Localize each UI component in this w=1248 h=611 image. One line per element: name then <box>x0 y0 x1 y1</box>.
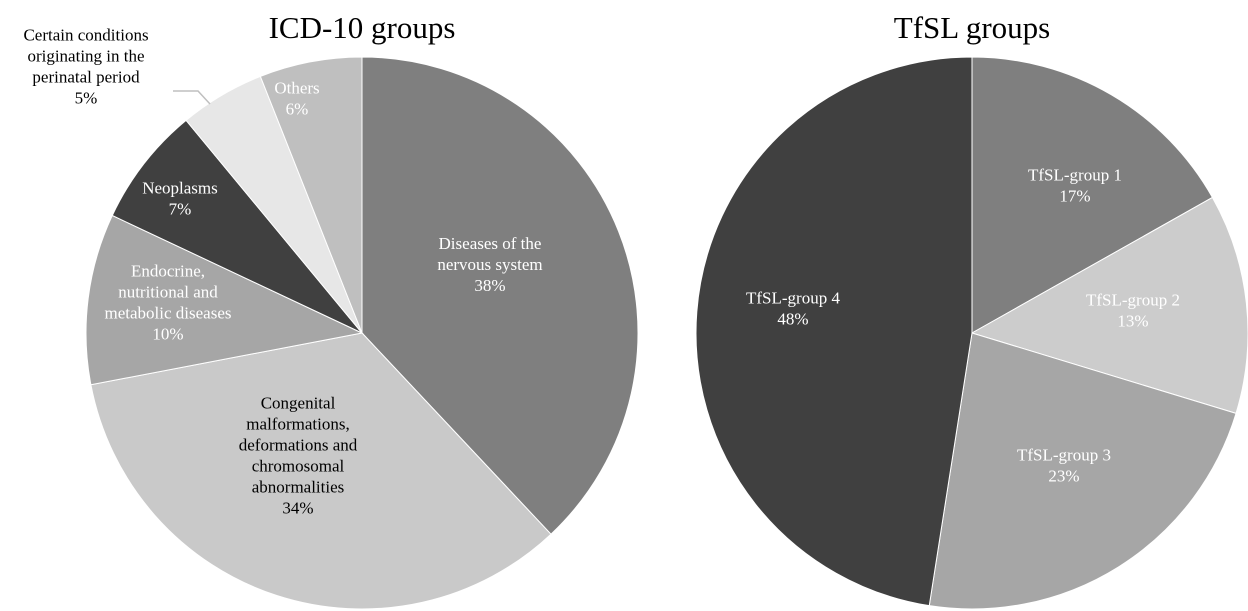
slice-name-line: Neoplasms <box>142 179 218 198</box>
slice-label-congenital-malformations-deformations-and-chromosomal-abnormalities: Congenital malformations, deformations and… <box>239 394 358 518</box>
slice-label-tfsl-group-4: TfSL-group 4 48% <box>746 289 840 329</box>
slice-percent: 48% <box>777 310 808 329</box>
pie-slice-tfsl-group-4 <box>695 56 973 607</box>
slice-label-others: Others 6% <box>274 79 319 119</box>
slice-percent: 17% <box>1059 187 1090 206</box>
slice-name-line: TfSL-group 4 <box>746 289 840 308</box>
slice-name-line: Others <box>274 79 319 98</box>
slice-name-line: originating in the <box>27 47 144 66</box>
icd10-slice-labels: Diseases of the nervous system 38% Congenit… <box>23 26 542 518</box>
slice-label-diseases-of-the-nervous-system: Diseases of the nervous system 38% <box>437 234 542 295</box>
slice-label-tfsl-group-2: TfSL-group 2 13% <box>1086 291 1180 331</box>
chart-title-tfsl: TfSL groups <box>894 10 1050 45</box>
slice-percent: 10% <box>152 325 183 344</box>
slice-percent: 23% <box>1048 467 1079 486</box>
slice-label-certain-conditions-originating-in-the-perinatal-period: Certain conditions originating in the peri… <box>23 26 148 108</box>
slice-percent: 6% <box>286 100 309 119</box>
pie-slice-neoplasms <box>111 119 363 334</box>
slice-name-line: chromosomal <box>252 457 345 476</box>
pie-slice-diseases-of-the-nervous-system <box>361 56 639 535</box>
slice-name-line: nutritional and <box>118 283 218 302</box>
tfsl-slice-labels: TfSL-group 1 17%TfSL-group 2 13%TfSL-group… <box>746 166 1180 486</box>
slice-name-line: abnormalities <box>252 478 345 497</box>
pie-slice-endocrine-nutritional-and-metabolic-diseases <box>85 214 364 386</box>
slice-name-line: Congenital <box>261 394 336 413</box>
slice-name-line: Certain conditions <box>23 26 148 45</box>
slice-percent: 34% <box>282 499 313 518</box>
slice-percent: 13% <box>1117 312 1148 331</box>
slice-label-neoplasms: Neoplasms 7% <box>142 179 218 219</box>
icd10-slices <box>85 56 639 610</box>
slice-name-line: metabolic diseases <box>105 304 232 323</box>
slice-percent: 5% <box>75 89 98 108</box>
pie-slice-congenital-malformations-deformations-and-chromosomal-abnormalities <box>90 332 552 610</box>
slice-label-endocrine-nutritional-and-metabolic-diseases: Endocrine, nutritional and metabolic disea… <box>105 262 232 344</box>
slice-percent: 7% <box>169 200 192 219</box>
tfsl-slices <box>695 56 1248 610</box>
slice-percent: 38% <box>474 276 505 295</box>
slice-name-line: Endocrine, <box>131 262 205 281</box>
pie-slice-tfsl-group-2 <box>970 196 1248 415</box>
pie-slice-tfsl-group-1 <box>971 56 1214 334</box>
slice-name-line: nervous system <box>437 255 542 274</box>
slice-label-tfsl-group-3: TfSL-group 3 23% <box>1017 446 1111 486</box>
slice-label-tfsl-group-1: TfSL-group 1 17% <box>1028 166 1122 206</box>
slice-name-line: TfSL-group 3 <box>1017 446 1111 465</box>
tfsl-pie-chart: TfSL groups TfSL-group 1 17% TfSL-group 2 1… <box>695 10 1248 610</box>
pie-slice-others <box>259 56 363 334</box>
slice-name-line: deformations and <box>239 436 358 455</box>
leader-line-certain-conditions-originating-in-the-perinatal-period <box>173 90 211 105</box>
slice-name-line: Diseases of the <box>439 234 542 253</box>
slice-name-line: malformations, <box>246 415 349 434</box>
slice-name-line: perinatal period <box>32 68 140 87</box>
slice-name-line: TfSL-group 1 <box>1028 166 1122 185</box>
icd10-pie-chart: ICD-10 groups Diseases of the nervous sys… <box>23 10 639 610</box>
pie-slice-tfsl-group-3 <box>928 332 1237 610</box>
slice-name-line: TfSL-group 2 <box>1086 291 1180 310</box>
chart-title-icd10: ICD-10 groups <box>269 10 456 45</box>
